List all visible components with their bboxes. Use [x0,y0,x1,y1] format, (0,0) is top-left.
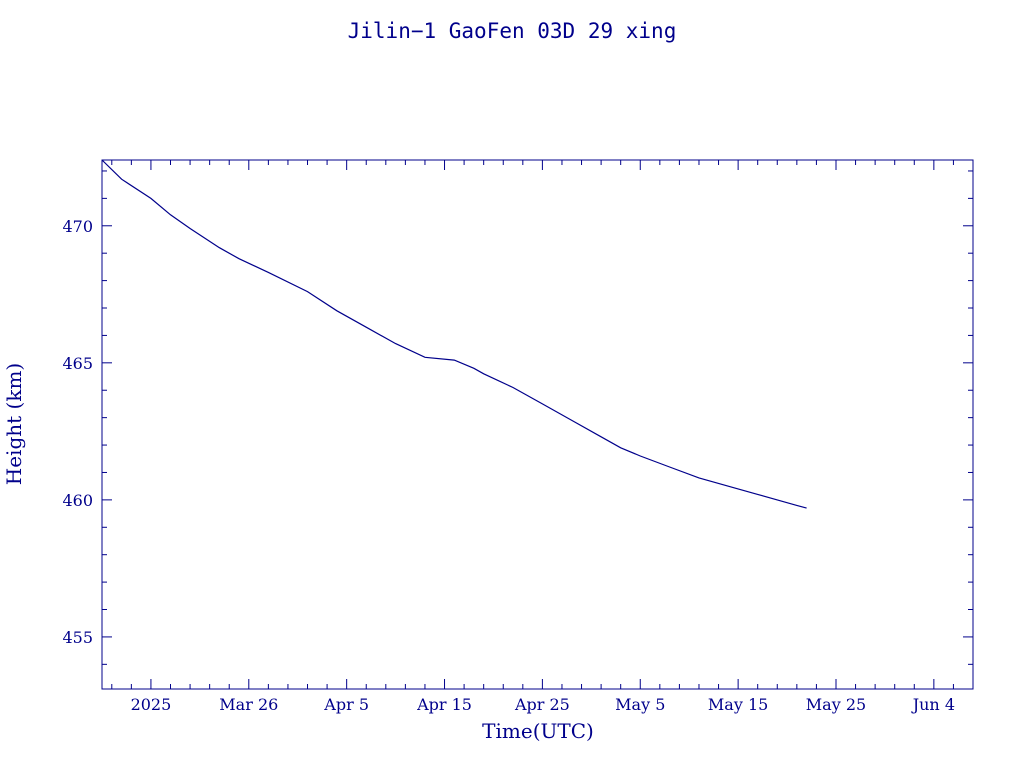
y-tick-label: 465 [62,354,93,373]
x-tick-label: 2025 [131,695,172,714]
x-tick-label: May 25 [806,695,866,714]
x-tick-labels: 2025 Mar 26 Apr 5 Apr 15 Apr 25 May 5 May 15 Ma… [131,695,955,714]
x-tick-label: Apr 5 [323,695,369,714]
x-tick-label: Mar 26 [219,695,278,714]
x-tick-label: Apr 15 [416,695,472,714]
height-series-line [101,159,807,509]
y-axis-label: Height (km) [2,363,26,485]
chart-title: Jilin−1 GaoFen 03D 29 xing [348,19,677,43]
y-tick-label: 460 [62,491,93,510]
y-tick-labels: 455 460 465 470 [62,217,93,647]
axis-ticks [102,160,974,689]
x-tick-label: May 5 [615,695,665,714]
plot-frame [101,159,974,690]
x-tick-label: Apr 25 [514,695,570,714]
x-tick-label: Jun 4 [911,695,955,714]
y-tick-label: 455 [62,628,93,647]
x-tick-label: May 15 [708,695,768,714]
x-axis-label: Time(UTC) [482,719,594,743]
y-tick-label: 470 [62,217,93,236]
